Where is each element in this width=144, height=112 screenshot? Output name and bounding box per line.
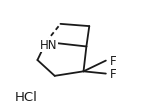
Text: HN: HN [40, 39, 58, 52]
Text: F: F [109, 55, 116, 68]
Text: F: F [109, 67, 116, 80]
Text: HCl: HCl [15, 90, 37, 103]
